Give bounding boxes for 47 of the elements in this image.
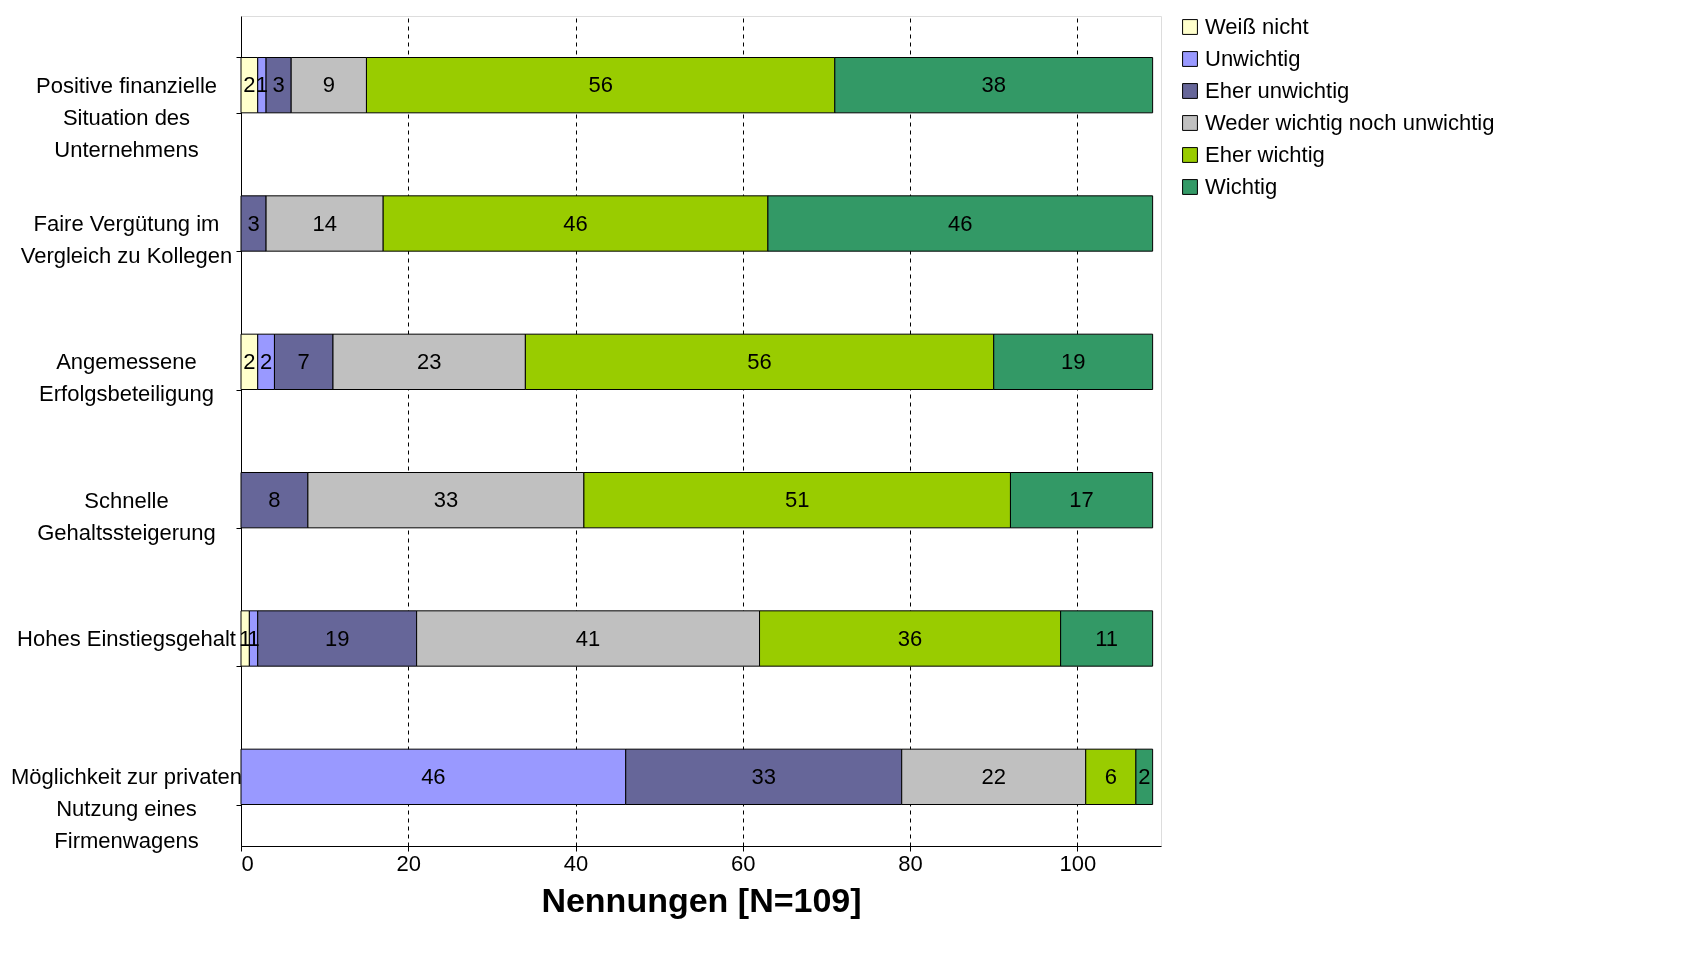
data-label: 22 [981, 763, 1006, 789]
x-axis-title: Nennungen [N=109] [541, 880, 862, 919]
x-tick-label: 20 [396, 850, 422, 876]
x-tick-label: 80 [898, 850, 923, 876]
x-tick-label: 0 [241, 850, 254, 876]
y-tick-label: Positive finanzielle Situation des Unternehmens [36, 72, 217, 162]
data-label: 19 [1060, 348, 1086, 374]
data-label: 17 [1069, 487, 1094, 513]
legend-label: Eher wichtig [1205, 142, 1325, 167]
x-tick-label: 100 [1059, 850, 1097, 876]
data-label: 14 [312, 210, 337, 236]
data-label: 2 [243, 72, 256, 98]
data-label: 2 [1138, 763, 1151, 789]
data-label: 19 [324, 625, 350, 651]
data-label: 38 [981, 72, 1006, 98]
legend-label: Weiß nicht [1205, 14, 1309, 39]
data-label: 46 [563, 210, 588, 236]
data-label: 46 [948, 210, 973, 236]
data-label: 2 [259, 348, 273, 374]
data-label: 8 [268, 487, 281, 513]
x-tick-label: 40 [563, 850, 589, 876]
legend-label: Wichtig [1205, 174, 1278, 199]
data-label: 46 [421, 763, 446, 789]
legend-label: Eher unwichtig [1205, 78, 1350, 103]
data-label: 36 [897, 625, 923, 651]
data-label: 7 [297, 348, 310, 374]
data-label: 23 [416, 348, 442, 374]
data-label: 2 [243, 348, 256, 374]
y-tick-label: Möglichkeit zur privaten Nutzung eines Firmenwagens [10, 764, 243, 854]
data-label: 3 [247, 210, 260, 236]
data-label: 51 [784, 487, 810, 513]
data-label: 6 [1104, 763, 1117, 789]
y-tick-label: Hohes Einstiegsgehalt [17, 626, 236, 651]
x-tick-label: 60 [731, 850, 756, 876]
data-label: 56 [747, 348, 772, 374]
legend-label: Weder wichtig noch unwichtig [1205, 110, 1495, 135]
data-label: 41 [575, 625, 601, 651]
data-label: 33 [433, 487, 459, 513]
data-label: 9 [322, 72, 335, 98]
data-label: 33 [751, 763, 776, 789]
legend-label: Unwichtig [1205, 46, 1301, 71]
data-label: 3 [272, 72, 285, 98]
y-tick-label: Schnelle Gehaltssteigerung [37, 487, 216, 545]
y-tick-label: Faire Vergütung im Vergleich zu Kollegen [20, 211, 233, 268]
y-tick-label: Angemessene Erfolgsbeteiligung [39, 349, 214, 407]
data-label: 11 [1095, 625, 1119, 651]
data-label: 56 [588, 72, 613, 98]
